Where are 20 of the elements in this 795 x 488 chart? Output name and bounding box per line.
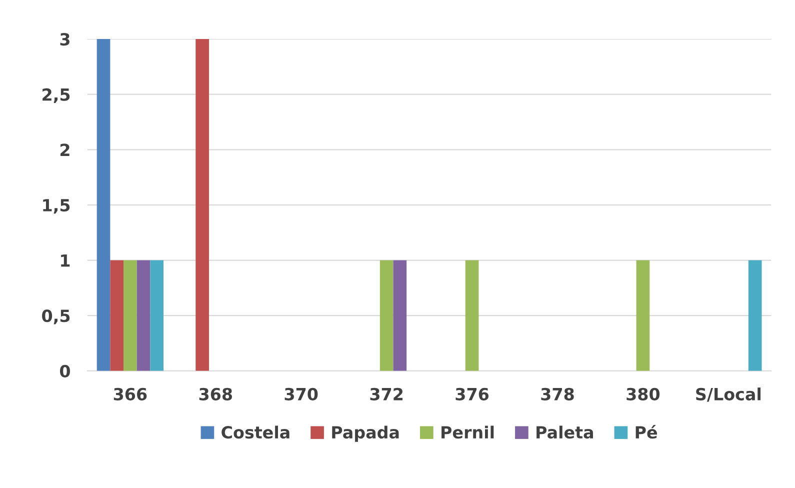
y-tick-label: 2 — [60, 144, 70, 156]
y-tick-label: 0 — [60, 364, 70, 378]
x-tick-label: 378 — [541, 388, 574, 400]
legend-label: Paleta — [536, 426, 593, 439]
x-tick-label: 376 — [456, 388, 489, 400]
legend-label: Pé — [636, 425, 658, 439]
legend-label: Papada — [332, 426, 399, 442]
y-tick-label: 2,5 — [42, 88, 70, 104]
y-tick-label: 0,5 — [42, 310, 70, 324]
x-tick-label: 368 — [199, 388, 232, 400]
x-tick-label: 380 — [626, 388, 660, 400]
legend-label: Costela — [222, 426, 290, 439]
y-tick-label: 1,5 — [43, 199, 70, 214]
x-tick-label: 370 — [284, 388, 318, 400]
y-tick-label: 3 — [60, 33, 70, 46]
y-tick-label: 1 — [61, 254, 70, 267]
x-tick-label: 366 — [114, 388, 147, 400]
x-tick-label: 372 — [370, 388, 403, 400]
x-tick-label: S/Local — [696, 388, 761, 402]
legend-label: Pernil — [442, 426, 494, 439]
